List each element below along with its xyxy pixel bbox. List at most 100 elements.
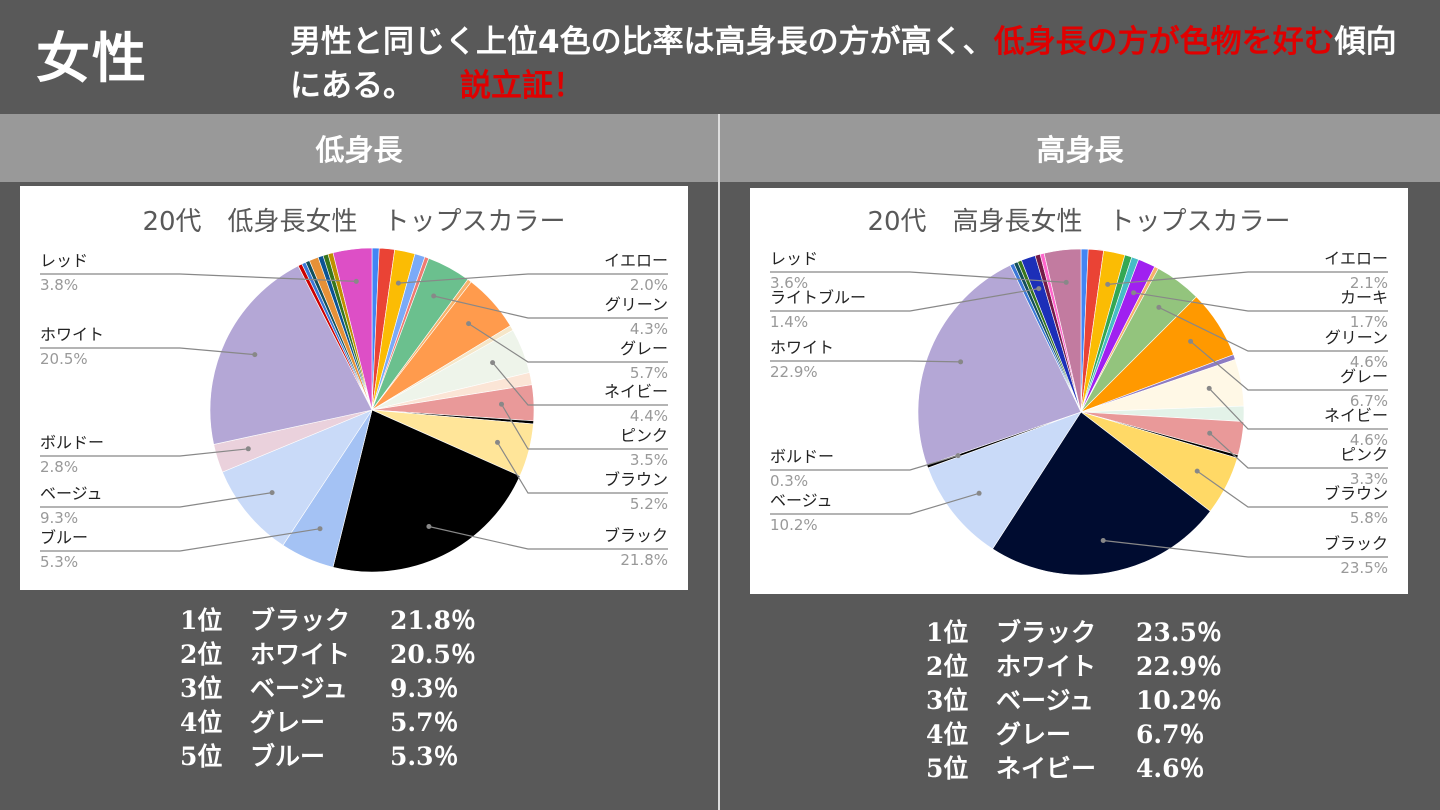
slice-percent: 1.7% [1350, 313, 1388, 331]
leader-line [1107, 271, 1388, 285]
leader-dot [426, 524, 432, 529]
slice-label: ネイビー [604, 382, 668, 401]
leader-line [1158, 306, 1388, 352]
leader-dot [1105, 281, 1111, 287]
pie-slice-ブラック [992, 411, 1211, 576]
right-column-heading: 高身長 [720, 114, 1440, 182]
ranking-row: 4位 グレー 6.7％ [926, 718, 1256, 752]
slice-percent: 23.5% [1340, 559, 1388, 577]
rank-value: 4.6％ [1136, 754, 1205, 783]
slice-percent: 5.3% [40, 553, 78, 571]
leader-line [770, 492, 980, 515]
ranking-row: 3位 ベージュ 10.2％ [926, 684, 1256, 718]
slice-label: グレー [620, 339, 668, 358]
leader-line [40, 492, 273, 508]
leader-dot [269, 490, 275, 496]
rank-position: 1位 [926, 618, 969, 647]
rank-value: 23.5％ [1136, 618, 1222, 647]
slice-percent: 3.6% [770, 274, 808, 292]
chart-title: 20代 低身長女性 トップスカラー [142, 207, 565, 237]
rank-position: 5位 [926, 754, 969, 783]
slice-percent: 3.8% [40, 276, 78, 294]
slice-percent: 4.6% [1350, 353, 1388, 371]
pie-slice-ベージュ [221, 409, 373, 546]
leader-dot [245, 446, 251, 452]
leader-line [1209, 432, 1388, 469]
leader-line [1133, 292, 1388, 312]
rank-value: 10.2％ [1136, 686, 1222, 715]
slice-percent: 22.9% [770, 363, 818, 381]
slice-percent: 4.4% [630, 407, 668, 425]
rank-color-name: ブルー [250, 742, 326, 771]
leader-line [1103, 539, 1388, 558]
leader-dot [1131, 290, 1137, 296]
leader-line [496, 442, 668, 494]
leader-dot [495, 439, 500, 445]
slide-title: 女性 [36, 27, 148, 90]
leader-dot [353, 278, 359, 284]
rank-color-name: ホワイト [996, 652, 1097, 681]
slice-percent: 21.8% [620, 551, 668, 569]
slice-label: ブルー [40, 528, 88, 547]
rank-value: 6.7％ [1136, 720, 1205, 749]
rank-value: 5.3％ [390, 742, 459, 771]
slice-label: レッド [40, 251, 88, 270]
rank-color-name: ブラック [996, 618, 1097, 647]
rank-position: 2位 [180, 640, 223, 669]
low-height-chart: 20代 低身長女性 トップスカラー イエロー 2.0% グリーン 4.3% グレー 5.7%… [20, 186, 688, 590]
rank-value: 9.3％ [390, 674, 459, 703]
leader-dot [1156, 304, 1162, 310]
leader-line [398, 273, 668, 284]
rank-value: 5.7％ [390, 708, 459, 737]
leader-dot [466, 321, 472, 327]
leader-dot [431, 293, 437, 299]
rank-value: 21.8％ [390, 606, 476, 635]
headline-highlight: 低身長の方が色物を好む [993, 24, 1335, 60]
pie-slice-ホワイト [209, 265, 373, 445]
leader-dot [490, 360, 496, 366]
slice-percent: 4.3% [630, 320, 668, 338]
leader-line [40, 347, 255, 356]
rank-color-name: ネイビー [996, 754, 1097, 783]
slice-percent: 4.6% [1350, 431, 1388, 449]
leader-dot [1194, 468, 1200, 474]
headline-part3: 傾向にある。 [290, 24, 1397, 104]
slice-label: グレー [1340, 367, 1388, 386]
ranking-row: 3位 ベージュ 9.3％ [180, 672, 510, 706]
slice-label: ブラウン [604, 470, 668, 489]
leader-line [40, 273, 357, 282]
slice-label: ボルドー [770, 447, 834, 466]
leader-dot [499, 401, 504, 407]
slice-label: レッド [770, 249, 818, 268]
slice-percent: 10.2% [770, 516, 818, 534]
slice-percent: 3.5% [630, 451, 668, 469]
leader-line [1208, 387, 1388, 430]
leader-line [770, 455, 959, 471]
ranking-row: 1位 ブラック 23.5％ [926, 616, 1256, 650]
slice-label: ブラック [1324, 534, 1388, 553]
leader-dot [1100, 538, 1106, 543]
headline-conclusion: 説立証！ [460, 68, 584, 104]
leader-line [1190, 340, 1388, 391]
leader-line [770, 271, 1067, 283]
rank-color-name: ブラック [250, 606, 351, 635]
leader-line [1196, 470, 1388, 508]
leader-line [433, 295, 668, 319]
slice-percent: 5.2% [630, 495, 668, 513]
ranking-row: 4位 グレー 5.7％ [180, 706, 510, 740]
pie-slice-ブラック [332, 409, 521, 573]
leader-dot [1206, 385, 1212, 391]
rank-position: 3位 [180, 674, 223, 703]
slice-label: ボルドー [40, 433, 104, 452]
leader-dot [976, 490, 982, 496]
pie-slice-ベージュ [927, 411, 1082, 550]
slice-percent: 2.0% [630, 276, 668, 294]
slice-percent: 5.7% [630, 364, 668, 382]
leader-dot [395, 280, 401, 286]
slice-label: ベージュ [40, 484, 103, 503]
slice-label: ブラック [604, 526, 668, 545]
slice-percent: 3.3% [1350, 470, 1388, 488]
left-column-heading: 低身長 [0, 114, 718, 182]
leader-line [40, 448, 249, 457]
slice-percent: 5.8% [1350, 509, 1388, 527]
